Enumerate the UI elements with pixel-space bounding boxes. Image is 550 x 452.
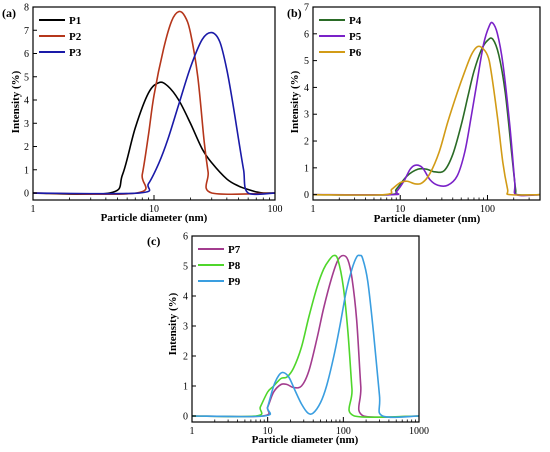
y-tick-label: 2 xyxy=(24,142,29,153)
y-tick-label: 0 xyxy=(183,412,188,423)
y-tick-label: 3 xyxy=(304,110,309,121)
y-tick-label: 3 xyxy=(24,119,29,130)
panel-c: (c) Particle diameter (nm) Intensity (%)… xyxy=(147,232,429,447)
y-tick-label: 8 xyxy=(24,3,29,14)
y-tick-label: 4 xyxy=(24,96,29,107)
legend-label: P5 xyxy=(349,31,362,43)
y-tick-label: 6 xyxy=(24,49,29,60)
series-line-p8 xyxy=(191,254,420,419)
y-tick-label: 3 xyxy=(183,322,188,333)
y-axis-label: Intensity (%) xyxy=(10,70,22,133)
x-tick-label: 10 xyxy=(395,204,405,215)
panel-label: (a) xyxy=(2,6,16,20)
x-tick-label: 1 xyxy=(311,204,316,215)
x-tick-label: 1000 xyxy=(409,426,429,437)
y-tick-label: 5 xyxy=(24,72,29,83)
panel-label: (c) xyxy=(147,234,160,248)
x-tick-label: 10 xyxy=(149,204,159,215)
x-axis-label: Particle diameter (nm) xyxy=(101,212,208,224)
x-tick-label: 1 xyxy=(31,204,36,215)
x-tick-label: 1 xyxy=(190,426,195,437)
series-line-p9 xyxy=(191,254,420,419)
legend-label: P1 xyxy=(69,15,81,27)
legend-label: P8 xyxy=(228,260,241,272)
y-tick-label: 2 xyxy=(304,137,309,148)
x-axis-label: Particle diameter (nm) xyxy=(374,213,481,225)
legend-label: P9 xyxy=(228,276,241,288)
y-tick-label: 5 xyxy=(304,56,309,67)
series-line-p3 xyxy=(32,31,276,196)
panel-label: (b) xyxy=(287,6,302,20)
legend-label: P2 xyxy=(69,31,82,43)
y-tick-label: 1 xyxy=(304,163,309,174)
x-tick-label: 10 xyxy=(263,426,273,437)
y-axis-label: Intensity (%) xyxy=(289,70,301,133)
y-tick-label: 1 xyxy=(183,382,188,393)
legend-label: P4 xyxy=(349,15,362,27)
legend-label: P6 xyxy=(349,47,362,59)
x-tick-label: 100 xyxy=(268,204,283,215)
y-tick-label: 0 xyxy=(304,190,309,201)
panel-b: (b) Particle diameter (nm) Intensity (%)… xyxy=(287,3,541,225)
y-tick-label: 4 xyxy=(304,83,309,94)
series-line-p2 xyxy=(32,10,276,196)
x-axis-label: Particle diameter (nm) xyxy=(252,434,359,446)
legend-label: P3 xyxy=(69,47,82,59)
series-line-p7 xyxy=(191,254,420,419)
series-line-p1 xyxy=(32,81,276,196)
y-tick-label: 2 xyxy=(183,352,188,363)
plot-frame xyxy=(191,235,420,423)
x-tick-label: 100 xyxy=(336,426,351,437)
series-line-p5 xyxy=(312,21,541,197)
y-tick-label: 7 xyxy=(304,3,309,14)
y-tick-label: 1 xyxy=(24,165,29,176)
y-tick-label: 6 xyxy=(304,29,309,40)
y-tick-label: 5 xyxy=(183,262,188,273)
y-tick-label: 4 xyxy=(183,292,188,303)
x-tick-label: 100 xyxy=(480,204,495,215)
y-tick-label: 0 xyxy=(24,189,29,200)
y-tick-label: 6 xyxy=(183,232,188,243)
y-tick-label: 7 xyxy=(24,26,29,37)
series-line-p6 xyxy=(312,45,541,196)
panel-a: (a) Particle diameter (nm) Intensity (%)… xyxy=(2,3,283,225)
series-line-p4 xyxy=(312,37,541,196)
y-axis-label: Intensity (%) xyxy=(167,292,179,355)
legend-label: P7 xyxy=(228,244,241,256)
